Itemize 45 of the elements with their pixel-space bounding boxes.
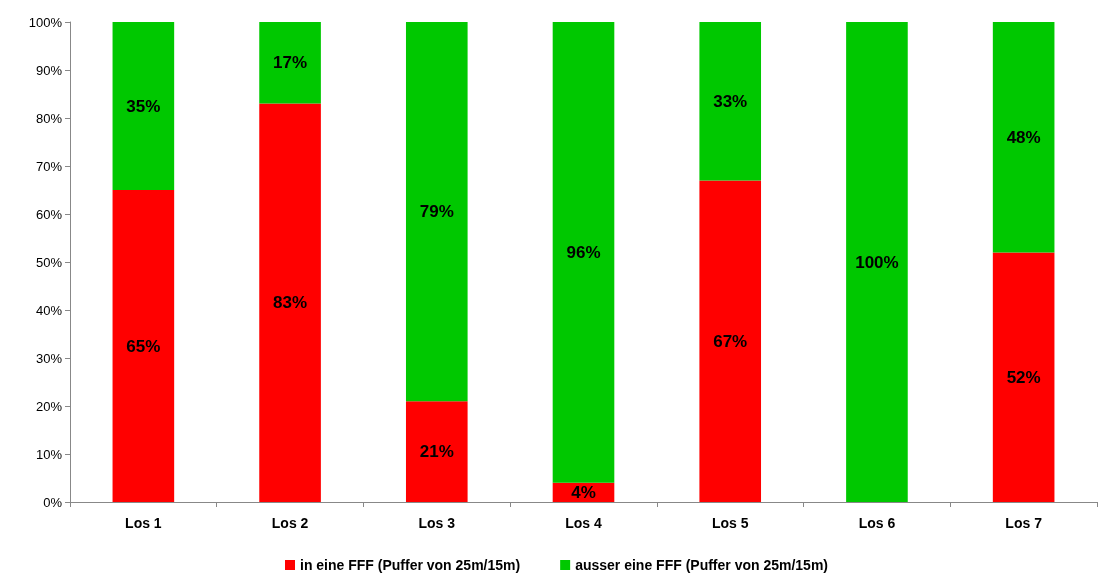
bar [992,22,1055,253]
data-label: 21% [419,442,454,462]
data-label: 33% [713,91,748,111]
y-tick-label: 0% [43,494,63,510]
y-tick-label: 50% [35,254,63,270]
y-tick-label: 80% [35,110,63,126]
bar [112,190,175,502]
bar [699,180,762,502]
y-tick-label: 60% [35,206,63,222]
data-label: 4% [571,482,596,502]
bar [405,401,468,502]
x-tick-label: Los 6 [858,515,896,531]
y-tick-label: 90% [35,62,63,78]
bar [846,22,908,502]
data-label: 79% [419,202,454,222]
x-tick-label: Los 7 [1005,515,1043,531]
data-label: 100% [855,252,899,272]
x-tick-label: Los 5 [711,515,749,531]
data-label: 48% [1006,127,1041,147]
x-tick-label: Los 1 [125,515,162,531]
bar [699,22,762,181]
bar [552,22,615,483]
bar [259,103,321,502]
y-tick-label: 10% [35,446,63,462]
data-label: 96% [566,242,601,262]
data-label: 17% [273,53,308,73]
y-tick-label: 70% [35,158,63,174]
x-tick-label: Los 2 [271,515,309,531]
data-label: 35% [126,96,161,116]
data-label: 65% [126,336,161,356]
y-tick-label: 40% [35,302,63,318]
bar [112,22,175,190]
x-tick-label: Los 3 [418,515,456,531]
data-label: 83% [273,293,308,313]
bar [405,22,468,402]
y-tick-label: 20% [35,398,63,414]
data-label: 67% [713,331,748,351]
legend-label: ausser eine FFF (Puffer von 25m/15m) [575,557,829,573]
legend-label: in eine FFF (Puffer von 25m/15m) [300,557,521,573]
x-tick-label: Los 4 [565,515,602,531]
y-tick-label: 30% [35,350,63,366]
data-label: 52% [1006,367,1041,387]
y-tick-label: 100% [28,14,63,30]
bar [992,252,1055,502]
bar [259,22,321,104]
